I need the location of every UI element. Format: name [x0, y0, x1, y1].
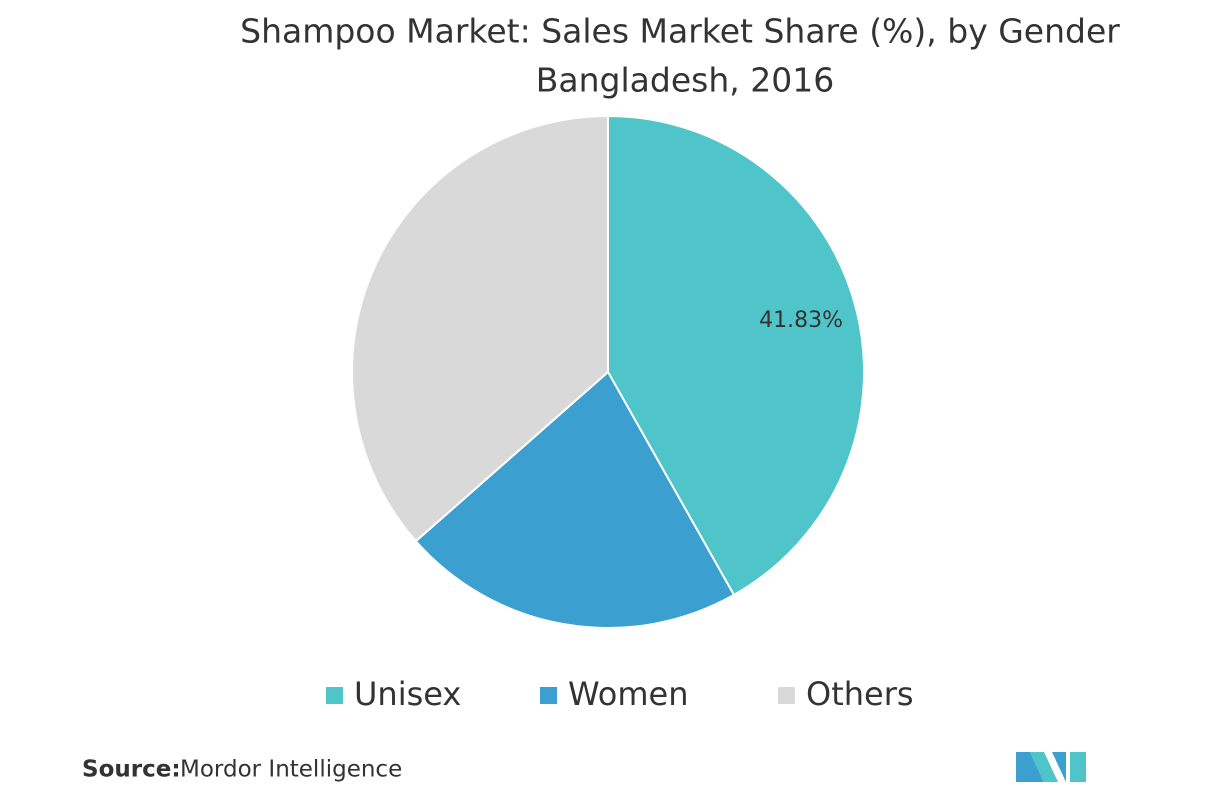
chart-subtitle: Bangladesh, 2016 — [536, 61, 834, 100]
legend-swatch — [326, 687, 343, 704]
legend-label: Women — [568, 675, 688, 713]
pie-slice — [607, 114, 865, 597]
legend-swatch — [540, 687, 557, 704]
source: Mordor Intelligence — [180, 757, 402, 783]
pie-slice — [414, 370, 736, 629]
chart-title: Shampoo Market: Sales Market Share (%), … — [240, 12, 1120, 51]
source-label: Source: — [82, 757, 181, 783]
legend-label: Unisex — [354, 675, 461, 713]
pie-slice — [351, 114, 609, 543]
legend-label: Others — [806, 675, 914, 713]
logo — [1016, 752, 1086, 782]
legend-swatch — [778, 687, 795, 704]
data-label: 41.83% — [759, 308, 843, 333]
